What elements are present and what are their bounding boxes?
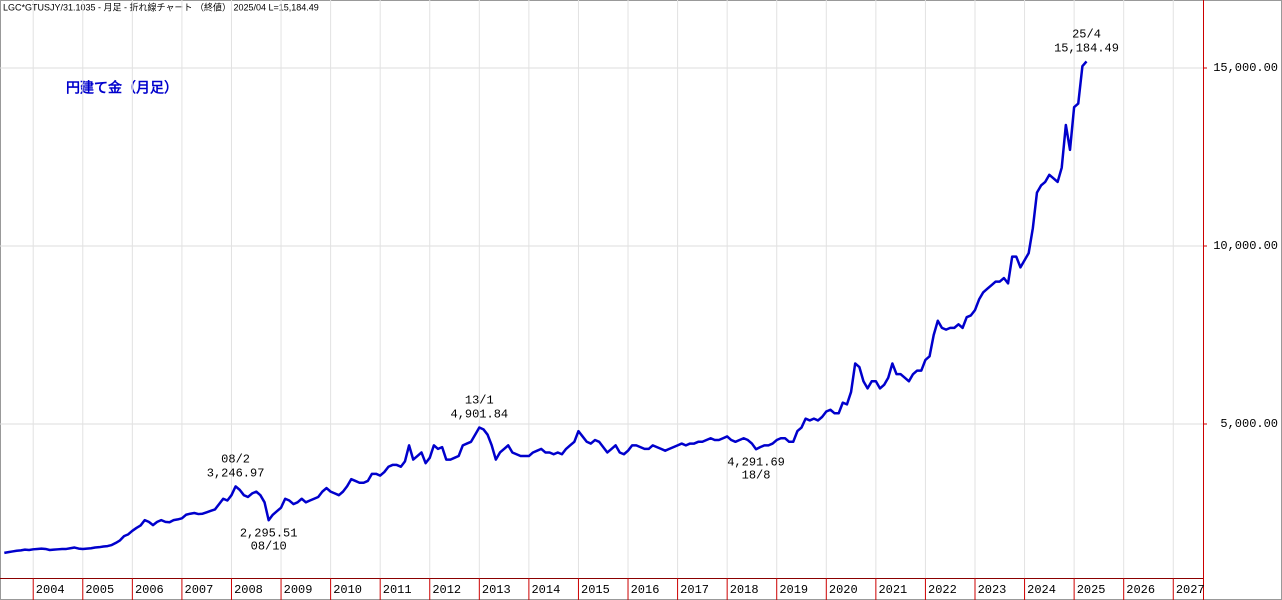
value-label: 2,295.51	[240, 526, 298, 540]
x-tick-label: 2009	[284, 583, 313, 597]
x-tick-label: 2027	[1176, 583, 1205, 597]
chart-title: 円建て金（月足）	[66, 80, 178, 96]
x-tick-label: 2026	[1126, 583, 1155, 597]
x-tick-label: 2018	[730, 583, 759, 597]
x-tick-label: 2004	[36, 583, 65, 597]
x-tick-label: 2008	[234, 583, 263, 597]
x-tick-label: 2005	[85, 583, 114, 597]
x-tick-label: 2019	[779, 583, 808, 597]
y-tick-label: 5,000.00	[1220, 417, 1278, 431]
date-label: 08/2	[221, 453, 250, 467]
date-label: 08/10	[251, 539, 287, 553]
price-line	[4, 60, 1088, 555]
value-label: 3,246.97	[207, 467, 265, 481]
x-tick-label: 2016	[631, 583, 660, 597]
x-tick-label: 2021	[878, 583, 907, 597]
x-tick-label: 2015	[581, 583, 610, 597]
date-label: 18/8	[742, 468, 771, 482]
date-label: 13/1	[465, 394, 494, 408]
x-tick-label: 2006	[135, 583, 164, 597]
x-tick-label: 2023	[978, 583, 1007, 597]
x-tick-label: 2007	[185, 583, 214, 597]
chart-header: LGC*GTUSJY/31.1035 - 月足 - 折れ線チャート （終値） 2…	[3, 1, 319, 12]
x-tick-label: 2024	[1027, 583, 1056, 597]
value-label: 15,184.49	[1054, 42, 1119, 56]
x-tick-label: 2013	[482, 583, 511, 597]
value-label: 4,291.69	[727, 455, 785, 469]
x-tick-label: 2020	[829, 583, 858, 597]
value-label: 4,901.84	[451, 408, 509, 422]
x-tick-label: 2012	[432, 583, 461, 597]
x-tick-label: 2010	[333, 583, 362, 597]
x-tick-label: 2022	[928, 583, 957, 597]
x-tick-label: 2017	[680, 583, 709, 597]
x-tick-label: 2025	[1077, 583, 1106, 597]
x-tick-label: 2014	[531, 583, 560, 597]
y-tick-label: 15,000.00	[1213, 61, 1278, 75]
date-label: 25/4	[1072, 28, 1101, 42]
x-tick-label: 2011	[383, 583, 412, 597]
y-tick-label: 10,000.00	[1213, 239, 1278, 253]
